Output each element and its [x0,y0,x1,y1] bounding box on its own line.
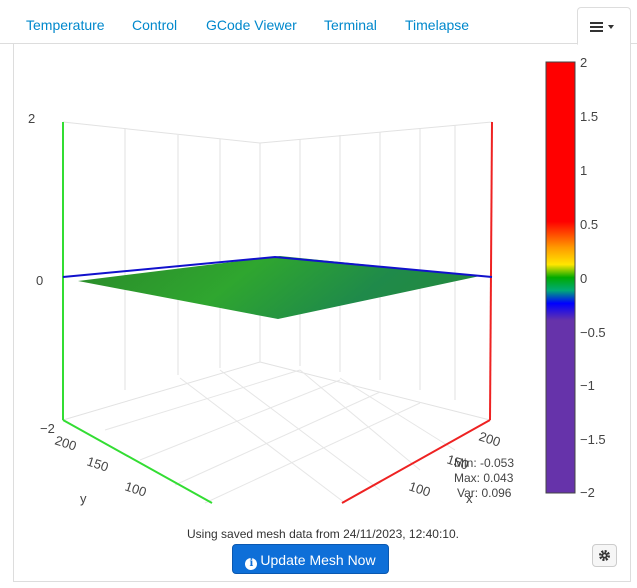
x-tick-label: 200 [477,429,502,450]
axis-edges [62,121,493,504]
update-mesh-button[interactable]: i Update Mesh Now [232,544,389,574]
colorbar-tick-label: 1 [580,163,587,178]
colorbar-tick-label: 0.5 [580,217,598,232]
update-mesh-label: Update Mesh Now [260,552,376,568]
colorbar [545,61,576,494]
colorbar-tick-label: −1.5 [580,432,606,447]
mesh-status-text: Using saved mesh data from 24/11/2023, 1… [187,527,459,541]
settings-button[interactable] [592,544,617,567]
stat-min: Min: -0.053 [454,456,514,470]
y-tick-label: 150 [85,454,110,475]
y-tick-label: 100 [123,479,148,500]
z-tick-label: 2 [28,111,35,126]
colorbar-tick-label: 2 [580,55,587,70]
tab-bar: Temperature Control GCode Viewer Termina… [0,0,637,45]
bed-visualizer-panel [13,44,631,582]
colorbar-tick-label: 0 [580,271,587,286]
tab-control[interactable]: Control [132,17,178,33]
x-tick-label: 150 [445,452,470,473]
tab-menu-dropdown[interactable] [577,7,631,45]
x-axis-label: x [466,491,473,506]
tab-gcode-viewer[interactable]: GCode Viewer [206,17,297,33]
colorbar-tick-label: −0.5 [580,325,606,340]
tab-temperature[interactable]: Temperature [26,17,105,33]
y-axis-label: y [80,491,87,506]
colorbar-tick-label: −1 [580,378,595,393]
mesh-surface [78,256,480,319]
tab-terminal[interactable]: Terminal [324,17,377,33]
hamburger-menu-icon [590,22,614,32]
zero-plane-edge [62,255,493,278]
floor-grid [104,369,456,504]
colorbar-tick-label: −2 [580,485,595,500]
tab-timelapse[interactable]: Timelapse [405,17,470,33]
info-icon: i [245,558,258,570]
x-tick-label: 100 [407,479,432,500]
y-tick-label: 200 [53,433,78,454]
stat-max: Max: 0.043 [454,471,514,485]
z-tick-label: −2 [40,421,55,436]
stat-var: Var: 0.096 [457,486,512,500]
gear-icon [599,550,610,561]
z-tick-label: 0 [36,273,43,288]
colorbar-tick-label: 1.5 [580,109,598,124]
